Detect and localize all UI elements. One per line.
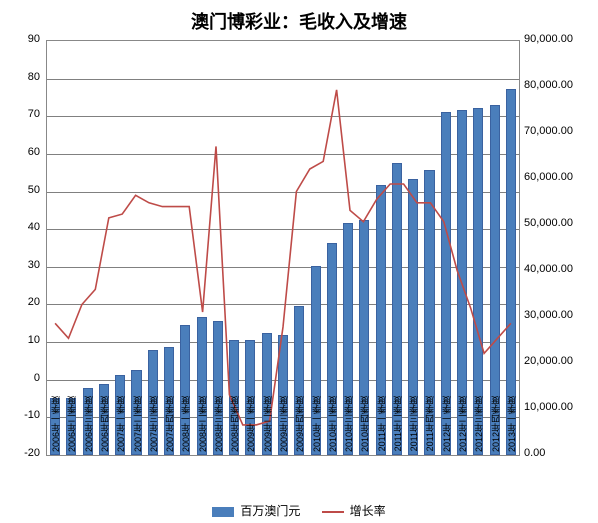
- legend-bar-label: 百万澳门元: [240, 504, 300, 518]
- y-left-tick: 30: [0, 259, 40, 271]
- y-left-tick: 80: [0, 71, 40, 83]
- x-tick-label: 2008年四季度: [228, 396, 241, 452]
- legend-swatch-bar: [212, 507, 234, 517]
- x-tick-label: 2009年三季度: [277, 396, 290, 452]
- y-left-tick: -10: [0, 409, 40, 421]
- x-tick-label: 2007年二季度: [131, 396, 144, 452]
- y-right-tick: 10,000.00: [524, 401, 573, 413]
- y-left-tick: 70: [0, 108, 40, 120]
- x-tick-label: 2011年三季度: [407, 396, 420, 451]
- x-tick-label: 2006年二季度: [65, 396, 78, 452]
- y-left-tick: 50: [0, 184, 40, 196]
- x-tick-label: 2011年一季度: [375, 396, 388, 451]
- x-tick-label: 2010年三季度: [342, 396, 355, 452]
- x-tick-label: 2008年二季度: [196, 396, 209, 452]
- y-right-tick: 20,000.00: [524, 355, 573, 367]
- y-left-tick: 20: [0, 296, 40, 308]
- x-tick-label: 2013年一季度: [505, 396, 518, 452]
- y-left-tick: 40: [0, 221, 40, 233]
- growth-line: [47, 41, 519, 455]
- legend-line-label: 增长率: [350, 504, 386, 518]
- x-tick-label: 2009年二季度: [261, 396, 274, 452]
- y-right-tick: 50,000.00: [524, 217, 573, 229]
- x-tick-label: 2010年四季度: [358, 396, 371, 452]
- y-right-tick: 60,000.00: [524, 171, 573, 183]
- x-tick-label: 2012年四季度: [489, 396, 502, 452]
- y-left-tick: -20: [0, 447, 40, 459]
- x-tick-label: 2009年一季度: [244, 396, 257, 452]
- x-tick-label: 2006年一季度: [49, 396, 62, 452]
- y-left-tick: 90: [0, 33, 40, 45]
- x-tick-label: 2012年一季度: [440, 396, 453, 452]
- y-right-tick: 90,000.00: [524, 33, 573, 45]
- y-left-tick: 10: [0, 334, 40, 346]
- plot-area: [46, 40, 520, 456]
- y-right-tick: 0.00: [524, 447, 545, 459]
- legend: 百万澳门元 增长率: [0, 502, 598, 519]
- chart-title: 澳门博彩业：毛收入及增速: [0, 8, 598, 34]
- x-tick-label: 2012年二季度: [456, 396, 469, 452]
- x-tick-label: 2006年四季度: [98, 396, 111, 452]
- x-tick-label: 2006年三季度: [82, 396, 95, 452]
- y-right-tick: 80,000.00: [524, 79, 573, 91]
- x-tick-label: 2008年一季度: [179, 396, 192, 452]
- y-right-tick: 30,000.00: [524, 309, 573, 321]
- x-tick-label: 2010年二季度: [326, 396, 339, 452]
- x-tick-label: 2011年四季度: [423, 396, 436, 451]
- x-tick-label: 2007年一季度: [114, 396, 127, 452]
- x-tick-label: 2010年一季度: [310, 396, 323, 452]
- legend-swatch-line: [322, 511, 344, 513]
- y-right-tick: 70,000.00: [524, 125, 573, 137]
- x-tick-label: 2011年二季度: [391, 396, 404, 451]
- y-left-tick: 60: [0, 146, 40, 158]
- x-tick-label: 2007年四季度: [163, 396, 176, 452]
- x-tick-label: 2008年三季度: [212, 396, 225, 452]
- x-tick-label: 2012年三季度: [472, 396, 485, 452]
- x-tick-label: 2009年四季度: [293, 396, 306, 452]
- y-left-tick: 0: [0, 372, 40, 384]
- x-tick-label: 2007年三季度: [147, 396, 160, 452]
- y-right-tick: 40,000.00: [524, 263, 573, 275]
